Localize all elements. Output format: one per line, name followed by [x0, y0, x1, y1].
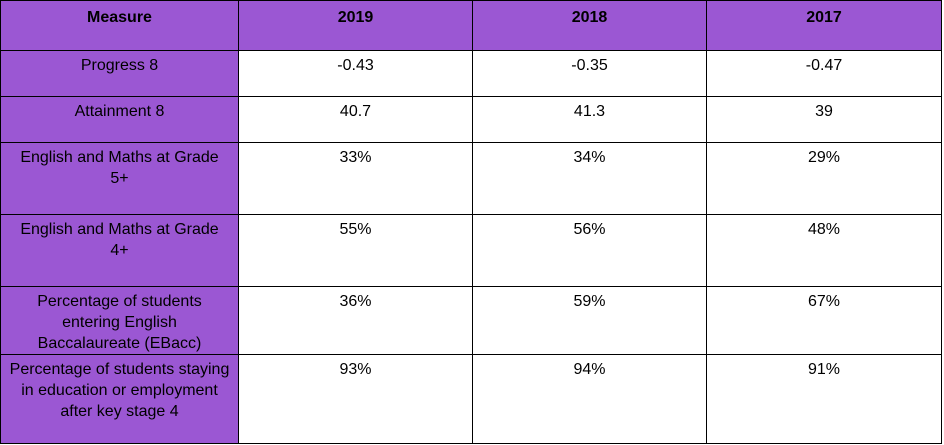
table-row: Progress 8 -0.43 -0.35 -0.47 — [0, 50, 942, 97]
value-cell: 36% — [238, 286, 473, 355]
measure-cell: Percentage of students staying in educat… — [0, 354, 239, 444]
value-cell: 34% — [472, 142, 707, 215]
value-cell: 33% — [238, 142, 473, 215]
value-cell: -0.43 — [238, 50, 473, 97]
value-cell: -0.35 — [472, 50, 707, 97]
value-cell: 93% — [238, 354, 473, 444]
measure-cell: English and Maths at Grade 5+ — [0, 142, 239, 215]
value-cell: 91% — [706, 354, 942, 444]
header-cell: 2018 — [472, 0, 707, 51]
value-cell: 59% — [472, 286, 707, 355]
value-cell: -0.47 — [706, 50, 942, 97]
value-cell: 29% — [706, 142, 942, 215]
table-row: Attainment 8 40.7 41.3 39 — [0, 96, 942, 143]
value-cell: 39 — [706, 96, 942, 143]
value-cell: 67% — [706, 286, 942, 355]
header-cell: Measure — [0, 0, 239, 51]
header-cell: 2017 — [706, 0, 942, 51]
measure-cell: Percentage of students entering English … — [0, 286, 239, 355]
measure-cell: English and Maths at Grade 4+ — [0, 214, 239, 287]
table-row: Percentage of students staying in educat… — [0, 354, 942, 444]
table-row: English and Maths at Grade 4+ 55% 56% 48% — [0, 214, 942, 287]
value-cell: 55% — [238, 214, 473, 287]
table-row: Percentage of students entering English … — [0, 286, 942, 355]
value-cell: 48% — [706, 214, 942, 287]
value-cell: 41.3 — [472, 96, 707, 143]
header-cell: 2019 — [238, 0, 473, 51]
measure-cell: Progress 8 — [0, 50, 239, 97]
value-cell: 94% — [472, 354, 707, 444]
value-cell: 40.7 — [238, 96, 473, 143]
table-row: English and Maths at Grade 5+ 33% 34% 29% — [0, 142, 942, 215]
header-row: Measure 2019 2018 2017 — [0, 0, 942, 51]
measure-cell: Attainment 8 — [0, 96, 239, 143]
value-cell: 56% — [472, 214, 707, 287]
